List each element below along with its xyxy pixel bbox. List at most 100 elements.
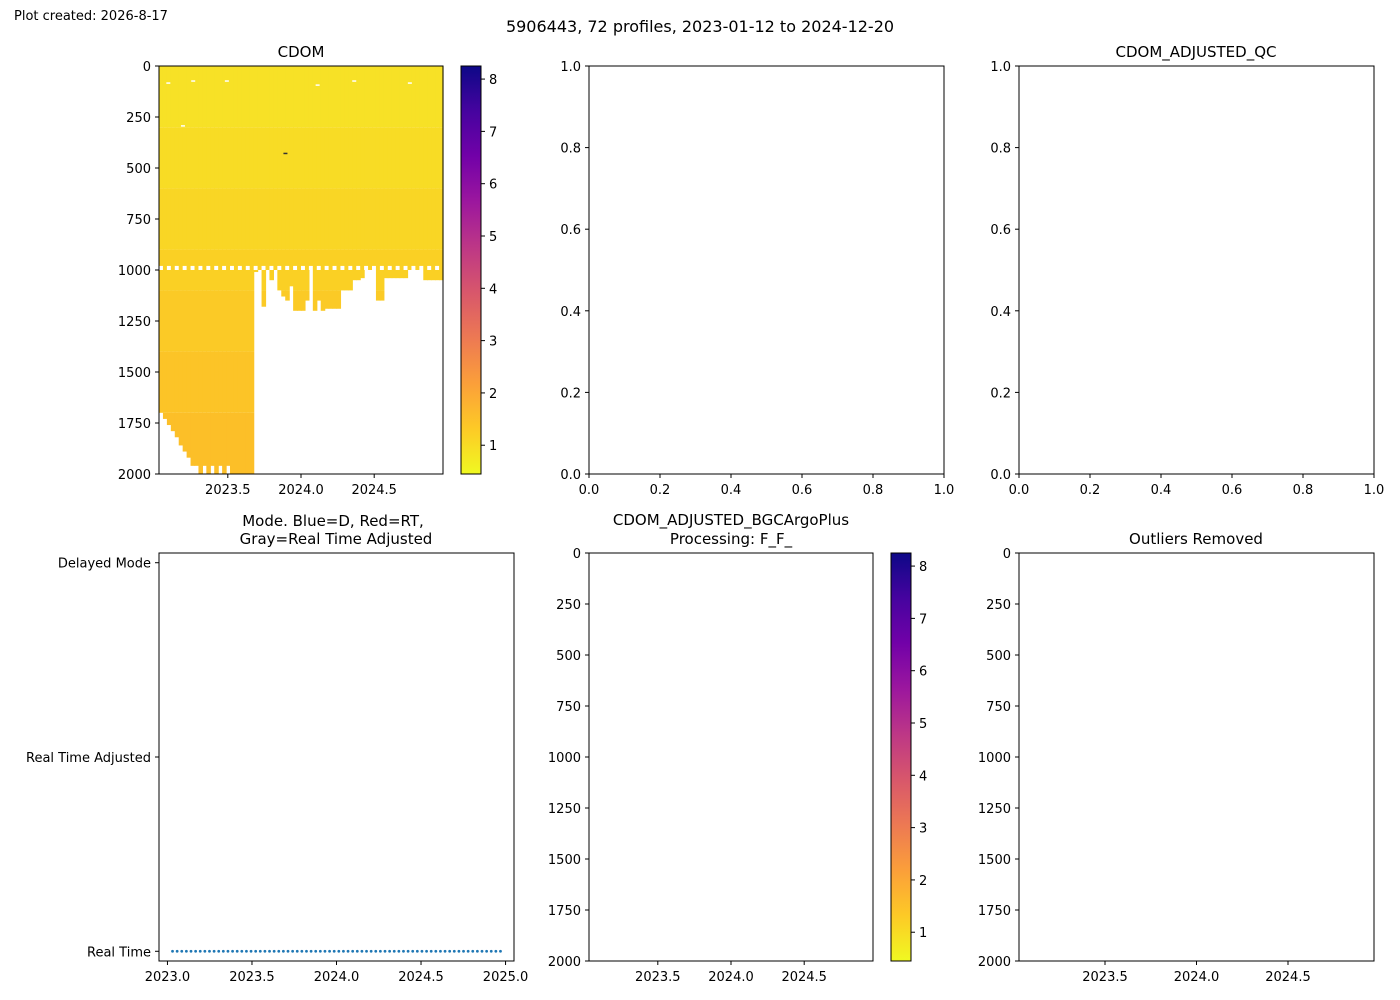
- cdom-cell: [214, 290, 219, 352]
- cdom-cell: [226, 249, 231, 291]
- cdom-cell: [344, 127, 349, 189]
- cdom-cell: [202, 66, 207, 128]
- cdom-cell: [182, 127, 188, 189]
- cdom-cell: [265, 188, 271, 250]
- cdom-cell: [269, 66, 274, 128]
- cdom-cell: [194, 351, 200, 413]
- cdom-cell: [360, 127, 365, 189]
- cdom-cell: [336, 249, 342, 291]
- cdom-cell: [320, 127, 326, 189]
- cdom-cell: [285, 290, 290, 301]
- mode-point: [452, 949, 456, 953]
- cdom-cell: [170, 351, 176, 413]
- mode-point: [249, 949, 253, 953]
- qc-ytick-label: 0.0: [990, 468, 1011, 483]
- mode-point: [471, 949, 475, 953]
- bgc-axes-frame: [588, 552, 874, 962]
- cdom-cell: [194, 66, 200, 128]
- cdom-gap-cell: [166, 265, 171, 270]
- mode-xtick-label: 2023.5: [229, 970, 275, 985]
- cdom-cell: [174, 290, 180, 352]
- cdom-cell: [261, 290, 267, 307]
- cdom-cell: [162, 188, 168, 250]
- cdom-cell: [202, 188, 207, 250]
- mode-ticks: 2023.0 2023.5 2024.0 2024.5 2025.0 Real Time R…: [26, 557, 528, 985]
- cdom-gap-cell: [308, 265, 313, 270]
- mode-point: [286, 949, 290, 953]
- cdom-cell: [214, 351, 219, 413]
- cdom-cell: [332, 188, 338, 250]
- cdom-cell: [190, 66, 196, 128]
- cdom-cell: [407, 66, 413, 128]
- mode-point: [429, 949, 433, 953]
- cdom-cell: [162, 290, 168, 352]
- cdom-gap-cell: [277, 265, 282, 270]
- cdom-gap-cell: [253, 265, 258, 270]
- cdom-cell: [214, 188, 219, 250]
- cdom-cell: [356, 249, 361, 281]
- cdom-cell: [383, 188, 389, 250]
- cdom-cell: [257, 127, 263, 189]
- cdom-cell: [324, 127, 330, 189]
- cdom-cell: [308, 249, 314, 270]
- cdom-cell: [320, 290, 326, 311]
- cdom-cell: [245, 412, 251, 474]
- mode-point: [378, 949, 382, 953]
- bgc-ytick-label: 750: [556, 700, 581, 715]
- blank-xtick-label: 0.4: [721, 483, 742, 498]
- cdom-cell: [360, 249, 365, 279]
- cdom-gap-cell: [182, 265, 187, 270]
- cdom-cell: [304, 188, 310, 250]
- cdom-cell: [233, 351, 239, 413]
- cdom-cell: [399, 127, 405, 189]
- cdom-cell: [364, 127, 369, 189]
- mode-panel: Mode. Blue=D, Red=RT, Gray=Real Time Adj…: [26, 512, 528, 985]
- cdom-ticks: 2023.5 2024.0 2024.5 0 250 500 750 1000 1250 1500…: [118, 60, 397, 498]
- bgc-ytick-label: 1250: [548, 802, 581, 817]
- cdom-cell: [241, 127, 247, 189]
- cdom-cell: [289, 127, 294, 189]
- cdom-cell: [336, 188, 342, 250]
- mode-title-line1: Mode. Blue=D, Red=RT,: [242, 512, 424, 530]
- cdom-cell: [237, 127, 243, 189]
- mode-point: [198, 949, 202, 953]
- cdom-cell: [301, 127, 306, 189]
- cdom-cell: [218, 127, 223, 189]
- cdom-gap-cell: [356, 265, 361, 270]
- cdom-cell: [166, 412, 172, 426]
- cdom-cell: [320, 66, 326, 128]
- cdom-cell: [166, 66, 172, 128]
- cdom-cell: [210, 249, 215, 291]
- mode-point: [383, 949, 387, 953]
- cdom-ytick-label: 500: [126, 162, 151, 177]
- cdom-cell: [423, 66, 428, 128]
- mode-point: [411, 949, 415, 953]
- outliers-ytick-label: 250: [986, 598, 1011, 613]
- cdom-cell: [297, 290, 302, 311]
- cdom-cell: [170, 127, 176, 189]
- bgc-ticks: 2023.5 2024.0 2024.5 0 250 500 750 1000 1250 1500…: [548, 547, 827, 985]
- cdom-cell: [391, 249, 397, 279]
- cdom-cell: [198, 188, 203, 250]
- cdom-gap-cell: [419, 265, 424, 270]
- cdom-cell: [332, 66, 338, 128]
- cdom-cell: [277, 66, 282, 128]
- cdom-cell: [206, 412, 211, 474]
- cdom-xtick-label: 2024.0: [278, 483, 324, 498]
- mode-point: [499, 949, 502, 953]
- cdom-cell: [285, 188, 290, 250]
- cdom-gap-cell: [301, 265, 305, 270]
- cdom-cell: [281, 188, 286, 250]
- cdom-ytick-label: 750: [126, 213, 151, 228]
- mode-point: [420, 949, 424, 953]
- cdom-cell: [379, 66, 385, 128]
- cdom-cell: [336, 66, 342, 128]
- cdom-cell: [261, 188, 267, 250]
- cdom-cell: [411, 127, 416, 189]
- mode-point: [346, 949, 350, 953]
- blank-ytick-label: 0.2: [560, 386, 581, 401]
- mode-point: [272, 949, 276, 953]
- bgc-colorbar: [890, 552, 912, 962]
- cdom-cell: [166, 351, 172, 413]
- cdom-cell: [277, 188, 282, 250]
